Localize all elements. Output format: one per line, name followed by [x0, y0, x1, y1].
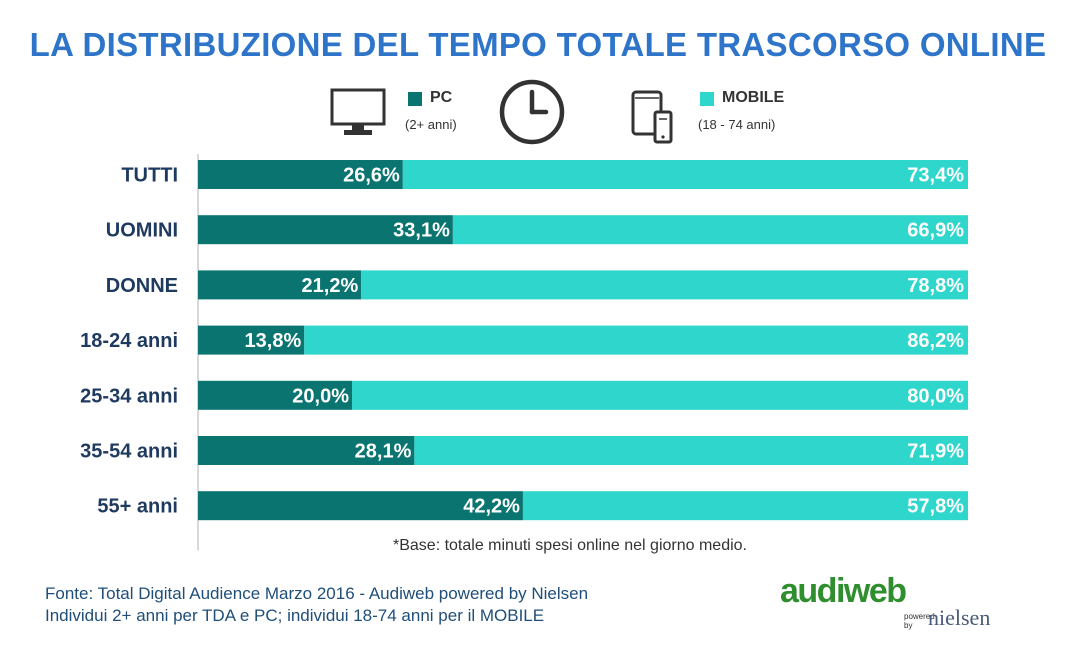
- mobile-bar-segment: [414, 436, 968, 465]
- mobile-value-label: 78,8%: [907, 275, 964, 297]
- clock-icon: [499, 79, 565, 145]
- mobile-value-label: 66,9%: [907, 220, 964, 242]
- legend: PC (2+ anni) MOBILE (18 - 74 anni): [0, 0, 1076, 160]
- source-line-2: Individui 2+ anni per TDA e PC; individu…: [45, 606, 545, 625]
- mobile-legend-swatch: [700, 92, 714, 106]
- pc-bar-segment: [198, 436, 415, 465]
- monitor-icon: [330, 88, 386, 135]
- chart-title: LA DISTRIBUZIONE DEL TEMPO TOTALE TRASCO…: [29, 26, 1047, 63]
- pc-bar-segment: [198, 325, 305, 355]
- mobile-devices-icon: [631, 90, 673, 144]
- logo-powered-by: powered by: [904, 612, 935, 630]
- logo-brand: audiweb: [780, 572, 907, 610]
- pc-legend-sub: (2+ anni): [405, 117, 457, 132]
- chart-footnote: *Base: totale minuti spesi online nel gi…: [393, 537, 747, 554]
- pc-value-label: 28,1%: [355, 441, 412, 463]
- pc-value-label: 21,2%: [302, 275, 359, 297]
- pc-value-label: 20,0%: [292, 385, 349, 407]
- mobile-value-label: 80,0%: [907, 385, 964, 407]
- mobile-bar-segment: [522, 491, 968, 521]
- pc-value-label: 42,2%: [463, 496, 520, 518]
- mobile-value-label: 86,2%: [907, 330, 964, 352]
- pc-value-label: 13,8%: [245, 330, 302, 352]
- mobile-bar-segment: [402, 160, 968, 189]
- pc-bar-segment: [198, 491, 523, 521]
- category-label: 55+ anni: [97, 496, 178, 518]
- pc-bar-segment: [198, 160, 403, 189]
- category-label: UOMINI: [106, 220, 178, 242]
- mobile-legend-label: MOBILE: [722, 89, 785, 106]
- pc-bar-segment: [198, 270, 362, 300]
- mobile-value-label: 73,4%: [907, 165, 964, 187]
- mobile-value-label: 57,8%: [907, 496, 964, 518]
- mobile-value-label: 71,9%: [907, 441, 964, 463]
- source-text: Fonte: Total Digital Audience Marzo 2016…: [45, 583, 588, 627]
- pc-legend-label: PC: [430, 89, 453, 106]
- pc-legend-swatch: [408, 92, 422, 106]
- category-label: TUTTI: [121, 165, 178, 187]
- mobile-legend-sub: (18 - 74 anni): [698, 117, 776, 132]
- pc-bar-segment: [198, 215, 453, 245]
- mobile-bar-segment: [352, 380, 968, 410]
- mobile-bar-segment: [361, 270, 968, 300]
- category-label: 18-24 anni: [80, 330, 178, 352]
- audiweb-logo: audiweb powered by nielsen: [780, 572, 1020, 636]
- pc-value-label: 26,6%: [343, 165, 400, 187]
- logo-partner: nielsen: [928, 605, 991, 630]
- mobile-bar-segment: [452, 215, 968, 245]
- pc-bar-segment: [198, 380, 352, 410]
- pc-value-label: 33,1%: [393, 220, 450, 242]
- category-label: 25-34 anni: [80, 385, 178, 407]
- category-label: 35-54 anni: [80, 441, 178, 463]
- mobile-bar-segment: [304, 325, 968, 355]
- category-label: DONNE: [106, 275, 178, 297]
- source-line-1: Fonte: Total Digital Audience Marzo 2016…: [45, 584, 589, 603]
